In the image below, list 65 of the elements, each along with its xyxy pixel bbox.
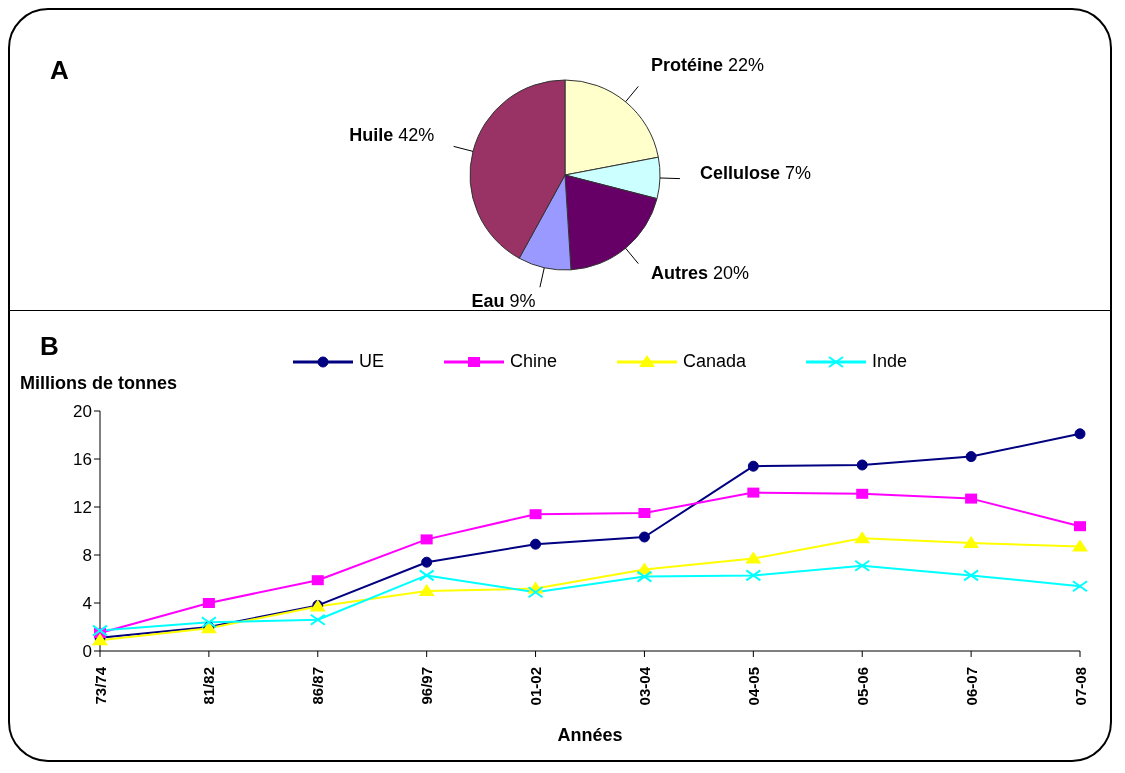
x-tick-label: 73/74 — [91, 666, 109, 705]
point — [311, 575, 324, 586]
point — [638, 531, 650, 543]
x-tick-label: 03-04 — [635, 666, 653, 706]
slice-label: Protéine — [651, 54, 729, 75]
chart-title: B — [40, 331, 59, 362]
point — [530, 538, 542, 550]
legend-label: UE — [358, 351, 384, 372]
point — [638, 508, 651, 518]
slice-label: Cellulose — [699, 163, 785, 184]
point — [309, 613, 326, 626]
data-label: 9% — [509, 290, 536, 311]
x-tick-label: 86/87 — [309, 667, 327, 705]
y-tick-label: 20 — [73, 402, 92, 422]
point — [747, 460, 759, 472]
point — [1074, 428, 1086, 440]
slice-label: Eau — [471, 290, 510, 311]
x-axis-title: Années — [557, 725, 623, 745]
point — [963, 569, 980, 582]
point — [92, 624, 108, 637]
data-label: 42% — [398, 125, 435, 146]
legend-label: Chine — [509, 351, 557, 372]
x-tick-label: 01-02 — [527, 667, 545, 706]
point — [420, 534, 433, 545]
point — [854, 531, 871, 544]
text: A — [50, 55, 69, 86]
legend-label: Inde — [872, 351, 908, 372]
point — [854, 559, 871, 572]
point — [636, 570, 653, 583]
y-tick-label: 16 — [73, 450, 92, 470]
point — [418, 569, 435, 582]
point — [856, 488, 869, 499]
x-tick-label: 05-06 — [853, 667, 871, 706]
slice-label: Huile — [349, 125, 399, 146]
point — [1072, 539, 1088, 552]
point — [965, 451, 977, 463]
legend-label: Canada — [682, 351, 747, 372]
x-tick-label: 07-08 — [1071, 667, 1089, 706]
point — [529, 509, 542, 520]
x-tick-label: 96/97 — [418, 667, 436, 705]
data-label: 7% — [784, 163, 811, 184]
slice-label: Autres — [651, 263, 714, 284]
point — [202, 598, 215, 608]
point — [1074, 521, 1086, 532]
y-axis-title: Millions de tonnes — [20, 373, 178, 394]
point — [856, 459, 868, 471]
point — [418, 584, 435, 596]
data-label: 22% — [728, 54, 765, 75]
data-label: 20% — [713, 263, 750, 284]
point — [747, 487, 760, 498]
point — [200, 616, 217, 629]
point — [745, 569, 762, 582]
y-tick-label: 12 — [73, 498, 92, 518]
x-tick-label: 06-07 — [962, 667, 980, 706]
y-tick-label: 4 — [82, 594, 92, 614]
point — [1072, 580, 1088, 593]
x-tick-label: 04-05 — [744, 667, 762, 706]
y-tick-label: 8 — [82, 546, 92, 566]
point — [527, 586, 544, 599]
point — [963, 536, 980, 548]
y-tick-label: 0 — [82, 642, 92, 662]
point — [745, 551, 762, 564]
x-tick-label: 81/82 — [200, 667, 218, 705]
point — [421, 556, 433, 568]
point — [965, 493, 978, 504]
